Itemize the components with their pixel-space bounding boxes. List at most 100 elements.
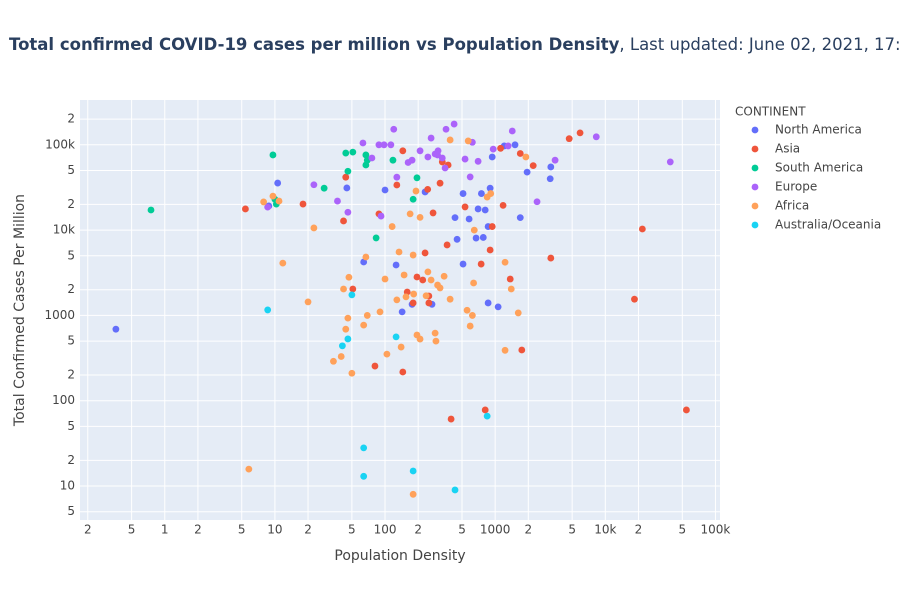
point [464,137,472,145]
point [424,268,432,276]
point [112,325,120,333]
point [362,253,370,261]
point [499,201,507,209]
x-tick-label: 5 [348,523,356,537]
point [427,276,435,284]
point [529,162,537,170]
points [112,120,690,498]
legend-label: Asia [775,142,800,156]
legend-label: South America [775,161,863,175]
point [477,260,485,268]
point [279,259,287,267]
legend-marker [751,202,759,210]
point [547,254,555,262]
point [461,203,469,211]
point [342,325,350,333]
point [340,285,347,293]
point [304,298,312,306]
point [348,291,356,299]
point [484,299,492,307]
point [497,144,504,152]
point [299,200,307,208]
legend-item[interactable]: Africa [751,199,810,213]
point [342,173,350,181]
point [264,306,272,314]
point [390,125,398,133]
point [372,234,380,242]
y-tick-label: 5 [67,163,75,177]
legend-item[interactable]: South America [751,161,864,175]
point [360,472,368,480]
point [504,142,512,150]
point [466,173,474,181]
point [409,299,417,307]
y-tick-label: 5 [67,504,75,518]
legend-item[interactable]: Asia [751,142,801,156]
point [409,467,417,475]
point [533,198,541,206]
point [342,149,350,157]
point [381,186,389,194]
point [547,163,555,171]
point [483,412,491,420]
point [576,129,584,137]
y-tick-label: 1000 [44,308,75,322]
point [434,147,442,155]
point [446,295,454,303]
point [421,249,429,257]
point [338,342,346,350]
grid [80,100,720,520]
point [424,186,432,193]
point [465,215,473,223]
point [409,251,417,259]
y-axis-label: Total Confirmed Cases Per Million [12,194,28,427]
point [450,120,458,128]
legend-item[interactable]: Europe [751,180,818,194]
y-tick-label: 5 [67,248,75,262]
point [392,333,400,341]
point [486,246,494,254]
y-tick-label: 2 [67,368,75,382]
x-tick-label: 5 [458,523,466,537]
point [442,125,450,133]
x-axis-label: Population Density [334,548,465,564]
point [393,296,401,304]
point [516,214,524,222]
point [359,139,367,147]
point [551,156,559,164]
point [410,290,418,298]
point [345,273,353,281]
legend-label: Europe [775,180,817,194]
x-tick-label: 2 [194,523,202,537]
point [501,346,509,354]
point [479,234,487,241]
legend-item[interactable]: Australia/Oceania [751,218,882,232]
point [453,235,461,243]
point [424,153,432,161]
point [451,486,459,494]
point [399,147,407,155]
point [478,190,485,197]
point [147,206,155,214]
point [459,260,467,268]
point [468,312,476,319]
y-tick-label: 5 [67,419,75,433]
point [431,329,439,337]
point [368,154,376,162]
point [506,275,514,283]
y-tick-label: 100k [45,137,75,151]
point [363,312,371,319]
legend: CONTINENT North America Asia South America… [735,105,881,232]
point [348,369,356,377]
point [416,147,424,155]
point [511,141,519,149]
point [470,279,477,287]
legend-marker [751,126,759,134]
legend-item[interactable]: North America [751,123,862,137]
x-tick-label: 5 [238,523,246,537]
point [408,156,416,164]
point [522,153,530,161]
point [340,217,347,225]
point [402,293,410,301]
x-tick-label: 2 [635,523,643,537]
